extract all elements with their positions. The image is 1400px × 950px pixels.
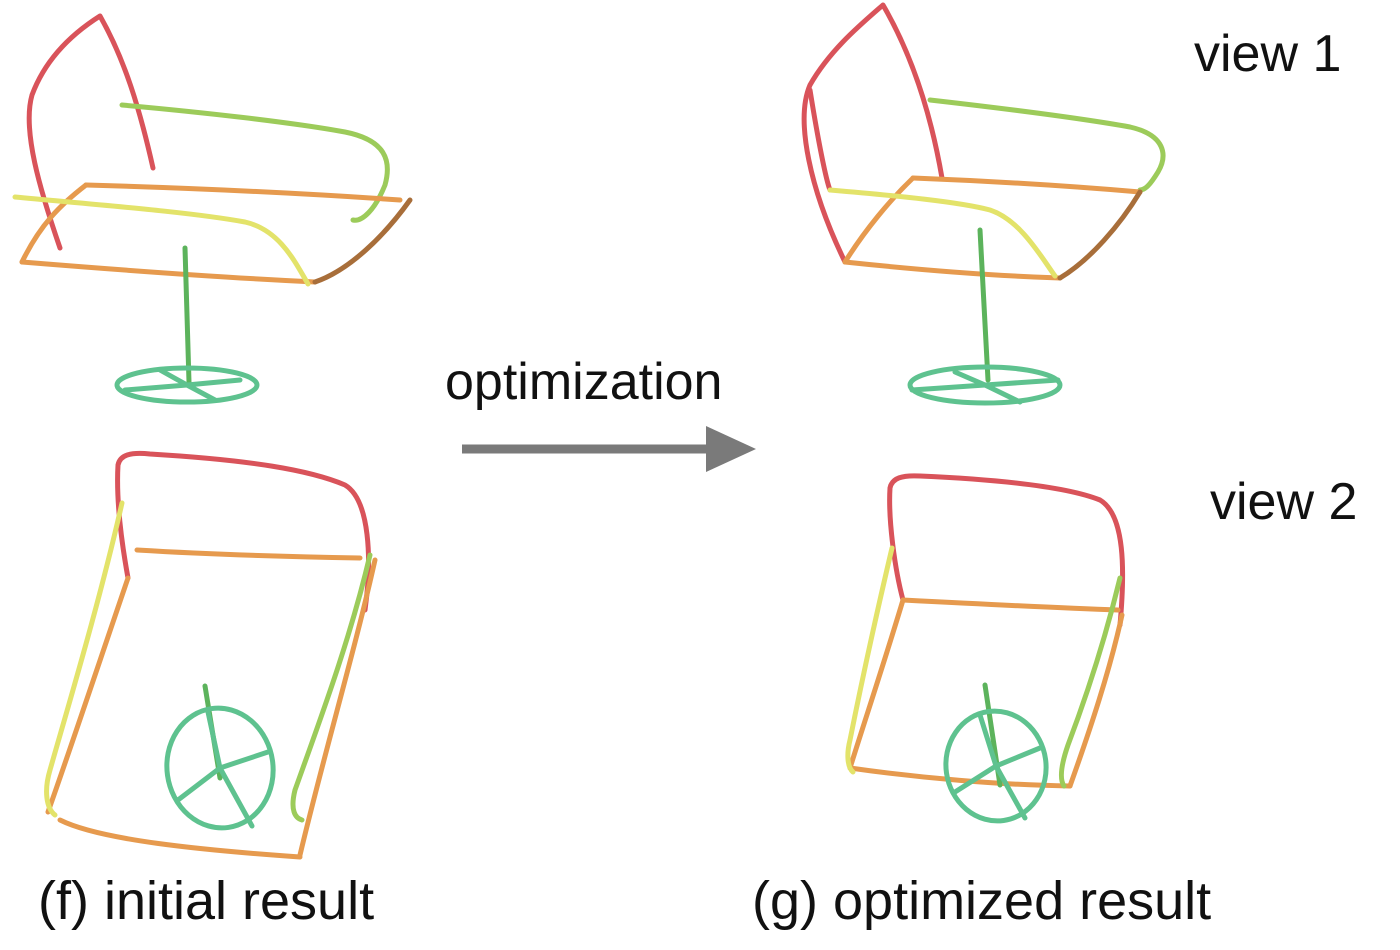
initial-v2-armrest-green — [290, 552, 373, 823]
initial-v1-seat-front-edge — [19, 259, 318, 285]
caption-initial-result: (f) initial result — [38, 871, 375, 931]
optimized-v1-backrest-curve — [801, 2, 945, 265]
optimized-v1-base-ring — [907, 364, 1063, 406]
initial-v1-base-spokes — [122, 367, 243, 403]
initial-v1-seat-right-edge — [312, 197, 413, 285]
initial-v2-seat-back-edge — [134, 547, 363, 561]
optimized-v2-backrest-curve — [887, 473, 1126, 628]
optimized-v1-seat-left-edge — [842, 175, 916, 265]
optimized-v2-base-spokes — [952, 712, 1043, 821]
initial-chair-view2 — [44, 450, 378, 860]
caption-optimized-result: (g) optimized result — [752, 871, 1212, 931]
optimized-v2-base-ring — [943, 708, 1049, 824]
arrow-head — [706, 426, 756, 472]
optimized-chair-view2 — [845, 473, 1126, 824]
initial-v1-seat-back-edge — [83, 182, 403, 203]
initial-v1-base-ring — [114, 365, 260, 405]
optimized-v1-stem — [977, 227, 991, 383]
optimized-v1-seat-right-edge — [1057, 189, 1143, 281]
optimized-v2-seat-right-edge — [1067, 612, 1125, 789]
optimized-v1-armrest-yellow — [827, 187, 1058, 279]
initial-v1-seat-left-edge — [19, 182, 89, 265]
optimized-chair-view1 — [801, 2, 1166, 406]
optimized-v1-seat-back-edge — [910, 175, 1143, 195]
initial-v1-stem — [182, 245, 192, 385]
view-1-label: view 1 — [1194, 25, 1342, 83]
initial-v2-backrest-curve — [115, 450, 371, 613]
initial-v2-seat-left-edge — [45, 575, 131, 815]
optimized-v2-armrest-green — [1058, 575, 1123, 789]
initial-v2-base-ring — [164, 705, 276, 831]
initial-v2-armrest-yellow — [44, 500, 125, 818]
optimized-v1-backrest-left — [807, 87, 833, 193]
optimized-v2-seat-left-edge — [847, 597, 906, 771]
optimization-arrow — [462, 426, 756, 472]
initial-chair-view1 — [12, 13, 413, 405]
optimization-label: optimization — [445, 353, 723, 411]
initial-v1-backrest-curve — [26, 13, 156, 251]
view-2-label: view 2 — [1210, 473, 1358, 531]
optimized-v2-seat-back-edge — [900, 597, 1121, 613]
optimized-v2-seat-front-edge — [847, 765, 1073, 789]
initial-v2-base-spokes — [175, 709, 271, 829]
initial-v2-seat-front-edge — [57, 817, 303, 860]
optimized-v1-seat-front-edge — [842, 259, 1063, 281]
optimized-v2-armrest-yellow — [845, 545, 895, 775]
initial-v2-seat-right-edge — [297, 557, 378, 858]
initial-v1-armrest-yellow — [12, 194, 311, 287]
initial-v1-armrest-green — [119, 102, 390, 223]
optimized-v1-armrest-green — [927, 97, 1166, 193]
optimized-v1-base-spokes — [909, 369, 1061, 405]
